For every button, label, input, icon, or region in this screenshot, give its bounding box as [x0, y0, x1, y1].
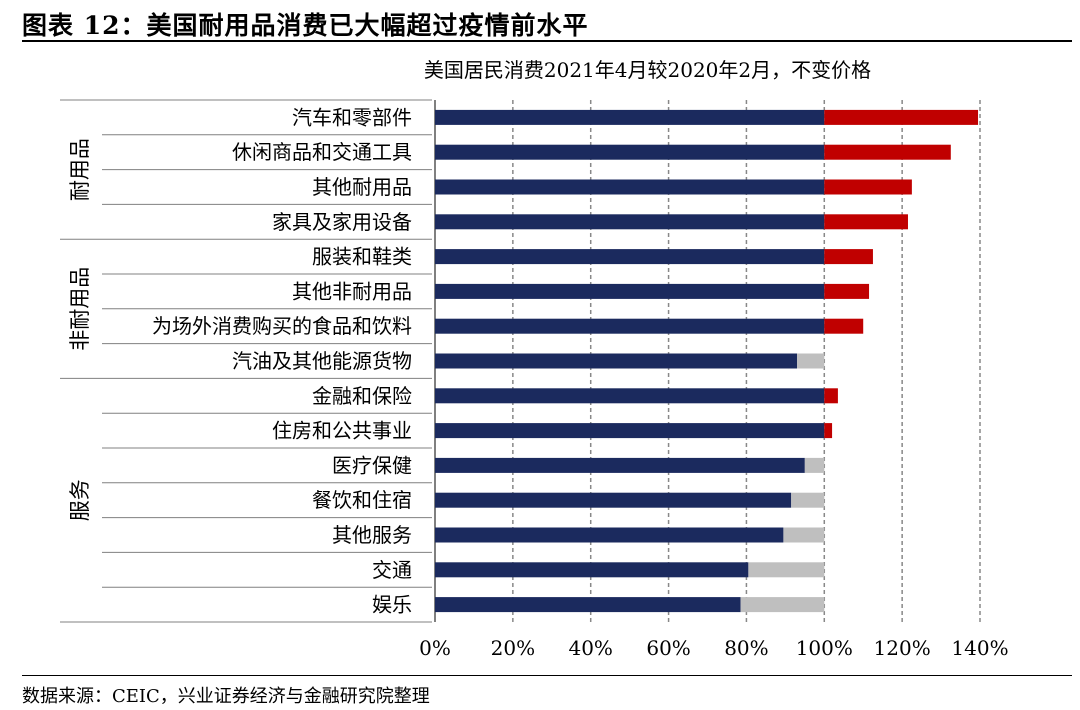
bar-base	[435, 492, 792, 508]
group-label: 非耐用品	[68, 267, 92, 351]
figure-title: 图表 12：美国耐用品消费已大幅超过疫情前水平	[22, 11, 589, 40]
category-label: 汽车和零部件	[292, 105, 412, 129]
x-tick-label: 80%	[724, 636, 768, 660]
bar-base	[435, 109, 825, 125]
category-label: 住房和公共事业	[272, 419, 412, 443]
bar-base	[435, 562, 749, 578]
bar-base	[435, 283, 825, 299]
x-tick-label: 120%	[874, 636, 931, 660]
bar-excess	[824, 318, 864, 334]
x-tick-label: 20%	[491, 636, 535, 660]
group-label: 耐用品	[68, 138, 92, 201]
x-tick-label: 40%	[568, 636, 612, 660]
bar-base	[435, 597, 741, 613]
bar-base	[435, 353, 798, 369]
title-rule	[22, 40, 1072, 42]
category-label: 金融和保险	[312, 384, 412, 408]
category-label: 医疗保健	[332, 453, 412, 477]
category-label: 家具及家用设备	[272, 210, 412, 234]
source-note: 数据来源：CEIC，兴业证券经济与金融研究院整理	[22, 686, 430, 707]
bar-excess	[824, 109, 979, 125]
bar-base	[435, 318, 825, 334]
bar-shortfall	[804, 457, 825, 473]
bar-base	[435, 388, 825, 404]
x-tick-label: 100%	[796, 636, 853, 660]
x-tick-label: 0%	[419, 636, 451, 660]
bar-shortfall	[748, 562, 825, 578]
bar-excess	[824, 283, 870, 299]
category-label: 其他服务	[332, 523, 412, 547]
bar-excess	[824, 144, 951, 160]
x-tick-label: 60%	[646, 636, 690, 660]
bar-base	[435, 527, 784, 543]
category-label: 服装和鞋类	[312, 245, 412, 269]
source-rule	[22, 675, 1072, 676]
bar-base	[435, 214, 825, 230]
bar-base	[435, 179, 825, 195]
category-label: 餐饮和住宿	[312, 488, 412, 512]
bar-excess	[824, 249, 873, 265]
bar-excess	[824, 214, 908, 230]
category-label: 为场外消费购买的食品和饮料	[152, 314, 412, 338]
category-label: 交通	[372, 558, 412, 582]
bar-excess	[824, 179, 912, 195]
category-label: 其他耐用品	[312, 175, 412, 199]
category-label: 娱乐	[372, 593, 412, 617]
x-tick-label: 140%	[951, 636, 1008, 660]
bar-shortfall	[797, 353, 825, 369]
group-label: 服务	[68, 479, 92, 521]
bar-shortfall	[791, 492, 825, 508]
chart-title: 美国居民消费2021年4月较2020年2月，不变价格	[424, 58, 871, 82]
category-label: 其他非耐用品	[292, 279, 412, 303]
bar-base	[435, 249, 825, 265]
category-label: 汽油及其他能源货物	[232, 349, 412, 373]
category-label: 休闲商品和交通工具	[232, 140, 412, 164]
bar-excess	[824, 423, 833, 439]
bar-base	[435, 457, 805, 473]
bar-excess	[824, 388, 838, 404]
bar-shortfall	[740, 597, 825, 613]
bar-base	[435, 423, 825, 439]
bar-base	[435, 144, 825, 160]
bar-shortfall	[783, 527, 825, 543]
